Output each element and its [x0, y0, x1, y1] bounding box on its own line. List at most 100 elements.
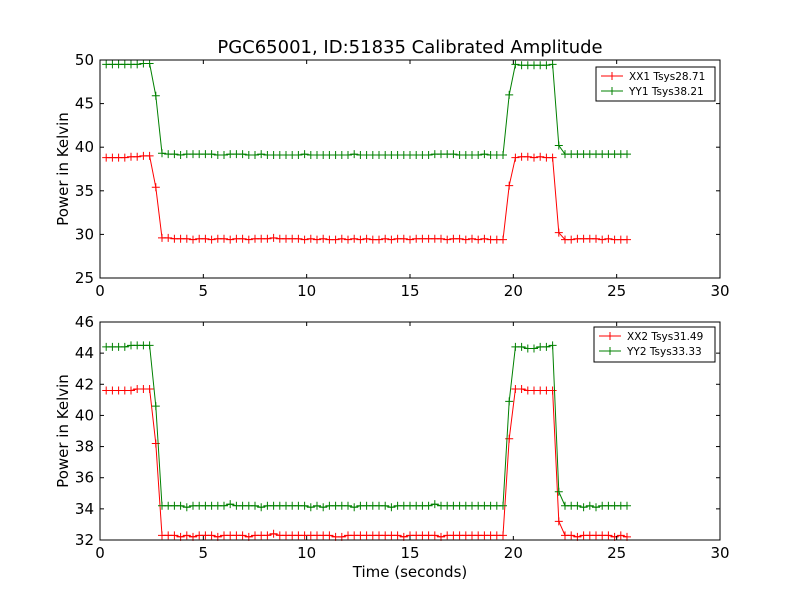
data-point	[554, 228, 563, 237]
data-point	[387, 503, 396, 512]
data-point	[616, 531, 625, 540]
y-tick-label: 42	[75, 375, 94, 393]
data-point	[127, 386, 135, 395]
data-point	[294, 151, 303, 160]
data-point	[189, 235, 197, 244]
data-point	[554, 141, 563, 150]
data-point	[505, 181, 514, 190]
data-point	[313, 501, 321, 510]
y-tick-label: 35	[75, 182, 94, 200]
legend-label: YY2 Tsys33.33	[626, 346, 702, 358]
data-point	[598, 235, 607, 244]
data-point	[158, 149, 166, 158]
data-point	[207, 150, 216, 159]
data-point	[350, 234, 359, 243]
data-point	[344, 235, 352, 244]
y-tick-label: 50	[75, 51, 94, 69]
y-tick-label: 34	[75, 500, 94, 518]
legend-label: XX2 Tsys31.49	[627, 331, 703, 343]
data-point	[567, 531, 576, 540]
data-point	[443, 235, 452, 244]
data-point	[393, 531, 402, 540]
data-point	[499, 531, 507, 540]
x-tick-label: 0	[95, 282, 105, 300]
data-point	[331, 235, 340, 244]
y-tick-label: 45	[75, 95, 94, 113]
data-point	[319, 234, 328, 243]
data-point	[306, 234, 315, 243]
legend-box	[593, 326, 716, 363]
data-point	[449, 150, 458, 159]
data-point	[151, 91, 160, 100]
data-point	[356, 235, 365, 244]
data-point	[344, 151, 352, 160]
data-point	[461, 235, 470, 244]
y-tick-label: 25	[75, 269, 94, 287]
y-axis-label: Power in Kelvin	[54, 374, 72, 488]
data-point	[238, 150, 247, 159]
x-tick-label: 10	[297, 282, 316, 300]
data-point	[381, 234, 390, 243]
x-tick-label: 5	[199, 544, 209, 562]
chart-panel-2: 0 5 10 15 20 25 30 32 34 36 38 40 42 44 46 Power in Kel…	[54, 313, 730, 581]
data-point	[505, 397, 514, 406]
data-point	[474, 235, 483, 244]
data-point	[269, 233, 278, 242]
data-point	[573, 501, 582, 510]
data-point	[517, 384, 526, 393]
data-point	[604, 234, 613, 243]
data-point	[517, 342, 526, 351]
figure-title: PGC65001, ID:51835 Calibrated Amplitude	[217, 37, 602, 58]
data-point	[220, 501, 228, 510]
data-point	[585, 501, 594, 510]
data-point	[424, 151, 433, 160]
data-point	[474, 151, 483, 160]
data-point	[362, 234, 371, 243]
data-point	[182, 234, 191, 243]
x-tick-label: 30	[710, 282, 729, 300]
y-tick-label: 44	[75, 344, 94, 362]
data-point	[300, 501, 309, 510]
y-tick-label: 32	[75, 531, 94, 549]
data-point	[170, 150, 179, 159]
series-2	[102, 341, 631, 512]
x-tick-label: 20	[504, 544, 523, 562]
x-tick-label: 25	[607, 282, 626, 300]
x-tick-label: 15	[400, 282, 419, 300]
data-point	[548, 60, 557, 69]
data-point	[592, 234, 600, 243]
data-point	[511, 153, 520, 162]
data-point	[182, 503, 191, 512]
data-point	[480, 234, 489, 243]
data-point	[344, 501, 352, 510]
legend-swatch-marker	[608, 87, 616, 95]
data-point	[511, 60, 520, 69]
data-point	[437, 234, 445, 243]
chart-panels: 0 5 10 15 20 25 30 25 30 35 40 45 50 Power in Kelvin X…	[54, 51, 730, 581]
x-tick-label: 15	[400, 544, 419, 562]
series-1	[102, 151, 631, 244]
y-tick-label: 38	[75, 438, 94, 456]
data-point	[499, 501, 507, 510]
data-point	[375, 235, 383, 244]
data-point	[269, 529, 278, 538]
data-point	[337, 234, 346, 243]
data-point	[257, 150, 266, 159]
data-point	[300, 235, 309, 244]
data-point	[381, 501, 390, 510]
y-tick-label: 40	[75, 406, 94, 424]
data-point	[207, 531, 216, 540]
data-point	[480, 150, 489, 159]
data-point	[548, 341, 557, 350]
x-tick-label: 30	[710, 544, 729, 562]
data-point	[133, 152, 142, 161]
data-point	[244, 235, 253, 244]
data-point	[554, 517, 563, 526]
data-point	[201, 234, 210, 243]
legend-swatch-marker	[606, 332, 614, 340]
data-point	[263, 531, 272, 540]
data-point	[306, 503, 315, 512]
data-point	[251, 151, 259, 160]
data-point	[623, 150, 631, 159]
data-point	[145, 384, 154, 393]
